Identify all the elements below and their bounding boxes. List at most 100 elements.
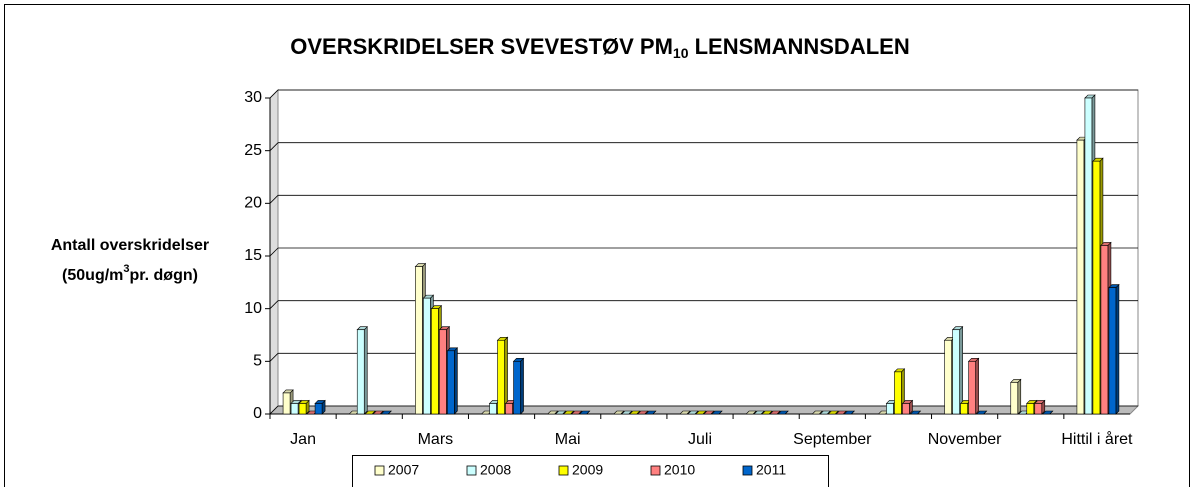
bar — [431, 308, 439, 415]
bar — [489, 403, 497, 415]
bar — [439, 329, 447, 415]
y-tick-label: 20 — [244, 195, 262, 212]
bar-top — [711, 410, 723, 415]
bar-top — [1042, 410, 1054, 415]
bar-side — [1017, 378, 1022, 415]
bar — [497, 339, 505, 415]
x-tick-label: September — [793, 431, 872, 448]
bar-side — [1115, 283, 1120, 415]
bar-top — [761, 410, 773, 415]
bar-top — [613, 410, 625, 415]
bar-top — [621, 410, 633, 415]
bar-top — [645, 410, 657, 415]
bar-top — [703, 410, 715, 415]
bar-top — [745, 410, 757, 415]
x-tick-label: Hittil i året — [1061, 430, 1133, 448]
grid-line — [269, 353, 279, 362]
bar-top — [546, 410, 559, 415]
bar-side — [975, 357, 979, 415]
bar — [952, 329, 960, 415]
bar-side — [520, 357, 524, 415]
bar-top — [562, 410, 575, 415]
bar — [1108, 287, 1117, 415]
bar — [290, 403, 299, 415]
bar — [1034, 403, 1043, 415]
y-tick-label: 25 — [244, 142, 262, 159]
grid-line — [269, 89, 279, 99]
legend-label: 2011 — [756, 462, 786, 478]
title-end: LENSMANNSDALEN — [688, 34, 909, 59]
grid-line — [269, 247, 279, 257]
bar — [1092, 160, 1101, 415]
y-tick-label: 5 — [253, 353, 262, 370]
bar-side — [363, 326, 368, 415]
bar-top — [975, 410, 988, 415]
bar-top — [570, 410, 583, 415]
x-tick-label: Jan — [290, 431, 316, 448]
legend-swatch — [558, 465, 569, 476]
bar-side — [959, 326, 963, 415]
chart-title: OVERSKRIDELSER SVEVESTØV PM10 LENSMANNSD… — [290, 34, 909, 61]
bar-top — [811, 410, 824, 415]
legend-label: 2010 — [664, 462, 695, 478]
bar-top — [835, 410, 848, 415]
grid-line — [269, 142, 279, 151]
legend-label: 2008 — [480, 462, 511, 478]
bar-top — [819, 410, 832, 415]
legend-swatch — [742, 465, 753, 476]
bar-top — [687, 410, 699, 415]
bar — [447, 350, 455, 415]
bar-top — [695, 410, 707, 415]
grid-line — [269, 405, 279, 415]
bar — [423, 297, 431, 415]
bar — [505, 403, 513, 415]
title-main: OVERSKRIDELSER SVEVESTØV PM — [290, 34, 673, 59]
bar-top — [380, 410, 392, 415]
legend-swatch — [650, 465, 661, 476]
y-label-sup: 3 — [123, 263, 129, 275]
bar-top — [843, 410, 856, 415]
y-label-part: (50ug/m — [62, 267, 123, 284]
bar — [944, 339, 952, 415]
bar — [960, 403, 968, 415]
x-tick-label: November — [928, 431, 1002, 448]
legend-swatch — [374, 465, 385, 476]
title-sub: 10 — [673, 45, 689, 61]
bar — [282, 392, 291, 415]
legend-swatch — [466, 465, 477, 476]
bar-top — [364, 410, 376, 415]
legend-label: 2007 — [388, 462, 419, 478]
bar — [968, 361, 976, 415]
bar — [356, 329, 365, 415]
bar-top — [909, 410, 922, 415]
bar — [894, 371, 902, 415]
legend-label: 2009 — [572, 462, 603, 478]
y-axis-label: Antall overskridelser — [51, 237, 209, 254]
bar-top — [578, 410, 591, 415]
bar — [1076, 139, 1085, 415]
y-tick-label: 10 — [244, 300, 262, 317]
bar — [1010, 382, 1019, 415]
bar-top — [637, 410, 649, 415]
bar-top — [629, 410, 641, 415]
bar — [886, 403, 894, 415]
x-tick-label: Mars — [418, 431, 454, 448]
bar — [415, 266, 423, 415]
bar-top — [753, 410, 765, 415]
bar-top — [827, 410, 840, 415]
bar — [1026, 403, 1035, 415]
grid-line — [269, 195, 279, 204]
bar-top — [777, 410, 789, 415]
bar — [513, 361, 521, 415]
bar-side — [454, 347, 458, 415]
x-tick-label: Mai — [555, 431, 581, 448]
x-tick-label: Juli — [688, 431, 712, 448]
bar — [1100, 245, 1109, 415]
y-tick-label: 15 — [244, 247, 262, 264]
bar — [298, 403, 307, 415]
bar-top — [372, 410, 384, 415]
grid-line — [269, 300, 279, 309]
bar — [314, 403, 323, 415]
